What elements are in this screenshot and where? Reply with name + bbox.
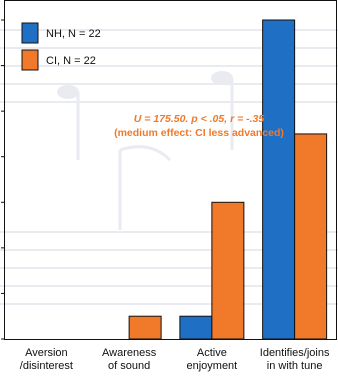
- background-music-staff: [0, 29, 338, 305]
- y-axis-ticks: [1, 19, 5, 340]
- bar-ci-3: [294, 133, 328, 340]
- bar-nh-2: [179, 315, 213, 340]
- legend-swatch-nh: [21, 22, 39, 44]
- x-tick-label-0: Aversion/disinterest: [20, 347, 73, 372]
- statistic-annotation: U = 175.50. p < .05, r = -.35 (medium ef…: [114, 113, 284, 139]
- x-tick-label-2: Active enjoyment: [186, 347, 237, 372]
- legend-label-nh: NH, N = 22: [46, 28, 101, 40]
- plot-frame: [4, 0, 337, 340]
- x-tick-label-1: Awareness of sound: [102, 347, 157, 372]
- annotation-line-1: U = 175.50. p < .05, r = -.35: [134, 113, 265, 125]
- legend-swatch-ci: [21, 49, 39, 71]
- annotation-line-2: (medium effect: CI less advanced): [114, 127, 284, 139]
- legend-label-ci: CI, N = 22: [46, 55, 96, 67]
- bars: [128, 19, 328, 340]
- bar-nh-3: [262, 19, 296, 340]
- legend: NH, N = 22 CI, N = 22: [21, 22, 101, 71]
- bar-ci-1: [128, 315, 162, 340]
- x-axis-labels: Aversion/disinterest Awareness of sound Act…: [20, 347, 330, 372]
- x-tick-label-3: Identifies/joins in with tune: [260, 347, 330, 372]
- bar-ci-2: [211, 201, 245, 340]
